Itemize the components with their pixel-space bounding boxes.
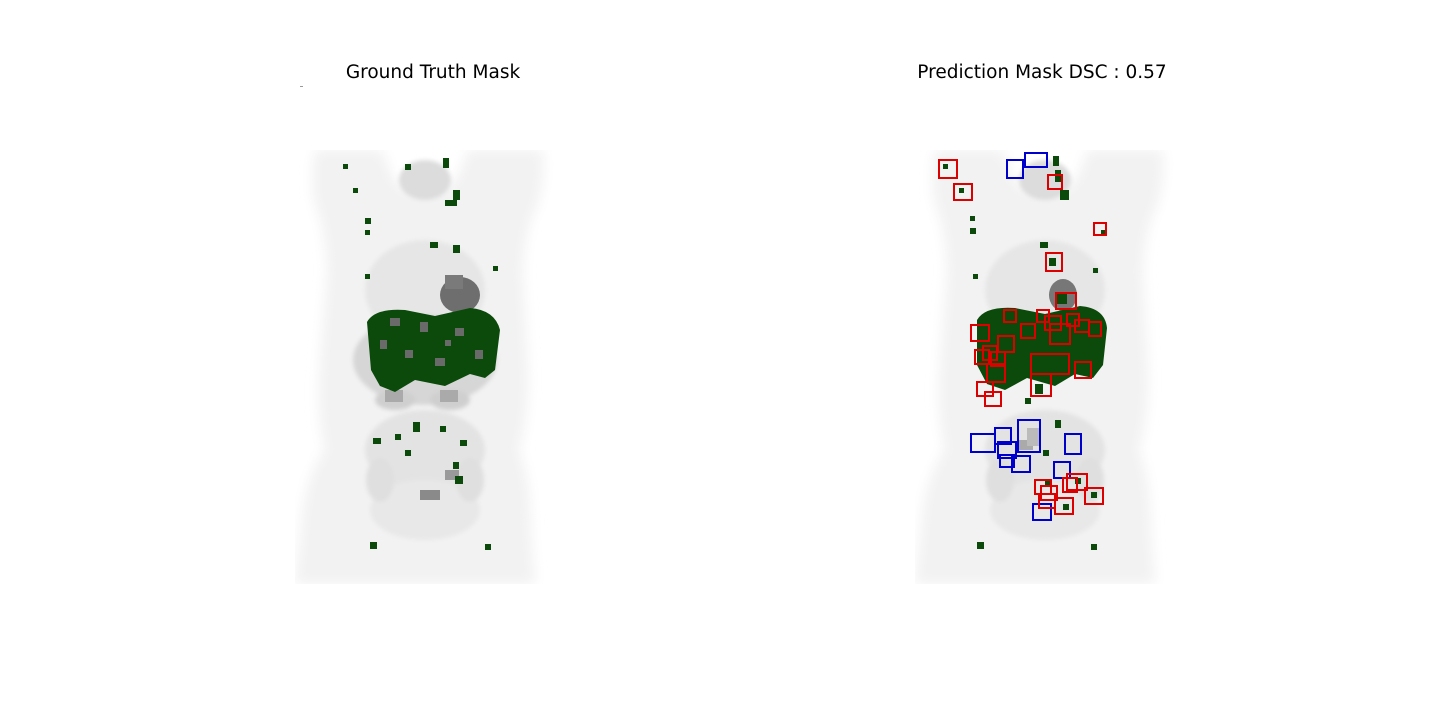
ground-truth-panel [295,150,555,584]
false-negative-boxes [970,152,1082,521]
prediction-panel [915,150,1175,584]
ground-truth-mask [343,158,500,550]
ground-truth-image [295,150,544,584]
organ-uptake [385,275,480,500]
false-positive-boxes [938,159,1107,515]
axis-tick-mark [300,86,303,87]
ground-truth-title: Ground Truth Mask [345,62,521,83]
prediction-title: Prediction Mask DSC : 0.57 [917,62,1167,83]
prediction-image [915,150,1164,584]
